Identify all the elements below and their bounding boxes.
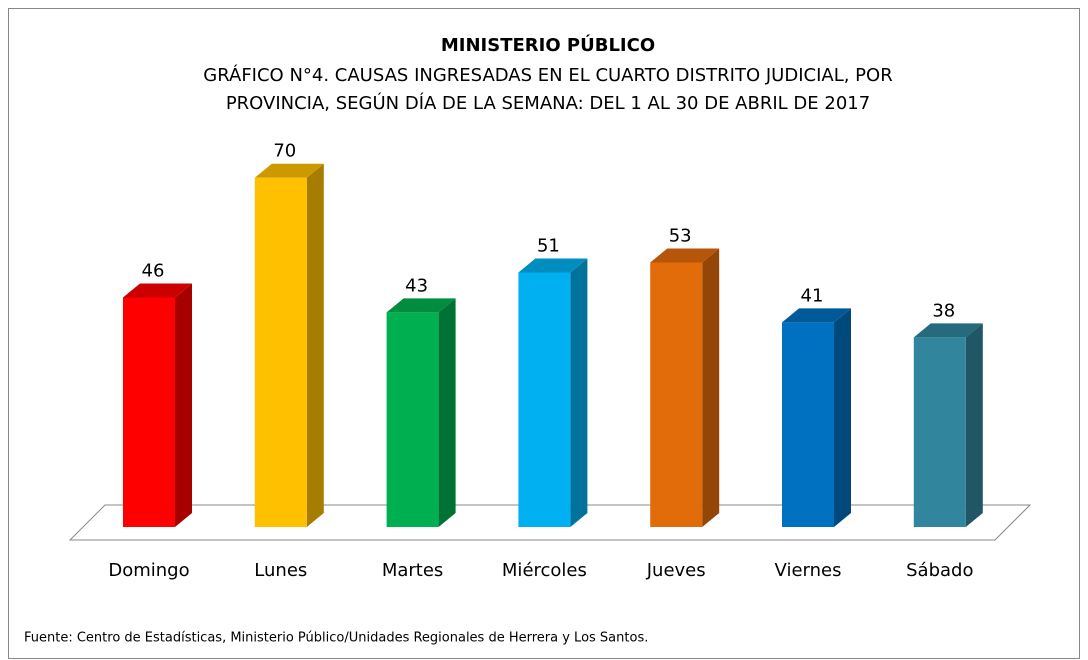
bar-top [913,323,983,338]
bar-top [518,258,588,273]
bar-top [386,298,456,313]
bar [650,248,720,527]
bar-top [123,283,192,298]
bar-side [306,163,324,527]
bar-top [650,248,720,263]
bar-side [570,258,588,527]
value-label: 41 [801,285,824,306]
value-label: 53 [669,226,692,247]
bar-side [834,308,851,527]
bar-front [650,262,703,527]
value-label: 70 [273,141,296,162]
value-label: 43 [405,275,428,296]
bar-side [702,248,720,527]
x-tick-label: Sábado [906,560,973,581]
bar-front [782,322,834,527]
value-label: 46 [142,260,165,281]
chart-title: MINISTERIO PÚBLICO [441,34,655,56]
bar-side [175,283,192,527]
x-tick-label: Jueves [646,560,706,581]
bar [913,323,983,527]
bar-front [254,177,307,527]
value-label: 51 [537,236,560,257]
x-tick-label: Martes [382,560,443,581]
bar-top [254,163,324,178]
x-tick-label: Lunes [254,560,307,581]
bar-side [438,298,456,527]
value-label: 38 [932,300,955,321]
bar-top [782,308,851,323]
bar [254,163,324,527]
bar [782,308,851,527]
chart-subtitle: PROVINCIA, SEGÚN DÍA DE LA SEMANA: DEL 1… [226,92,870,114]
bar-side [965,323,983,527]
bar-front [386,312,439,527]
bar-front [123,297,175,527]
source-note: Fuente: Centro de Estadísticas, Minister… [24,631,648,646]
bar [123,283,192,527]
x-tick-label: Domingo [108,560,189,581]
bar [518,258,588,527]
x-tick-label: Miércoles [502,560,587,581]
x-tick-label: Viernes [775,560,842,581]
bar-front [518,272,571,527]
bar-front [913,337,966,527]
bar [386,298,456,527]
chart-subtitle: GRÁFICO N°4. CAUSAS INGRESADAS EN EL CUA… [203,64,892,86]
